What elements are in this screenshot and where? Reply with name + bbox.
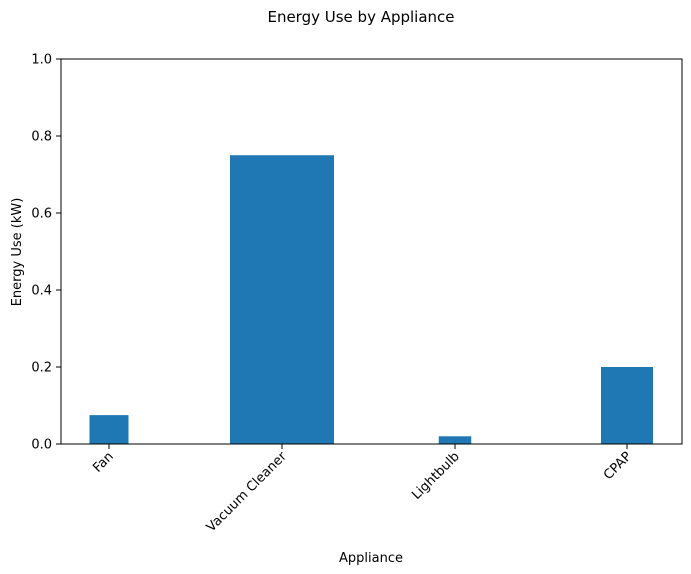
x-tick-label: CPAP: [601, 449, 635, 483]
y-tick-label: 0.4: [31, 284, 52, 299]
y-tick-label: 0.2: [31, 361, 52, 376]
y-tick-label: 1.0: [31, 53, 52, 68]
x-tick-label: Lightbulb: [409, 449, 463, 503]
bar-fan: [89, 415, 129, 444]
x-tick-label: Vacuum Cleaner: [204, 449, 290, 535]
chart-title: Energy Use by Appliance: [267, 8, 454, 26]
y-tick-label: 0.8: [31, 130, 52, 145]
y-axis: 0.0 0.2 0.4 0.6 0.8 1.0: [31, 53, 61, 453]
x-axis-label: Appliance: [339, 551, 403, 566]
bar-vacuum-cleaner: [230, 155, 334, 444]
plot-frame: [60, 58, 683, 445]
x-tick-label: Fan: [90, 449, 117, 476]
bar-cpap: [601, 367, 653, 444]
y-tick-label: 0.6: [31, 207, 52, 222]
x-axis: Fan Vacuum Cleaner Lightbulb CPAP: [90, 444, 635, 535]
y-tick-label: 0.0: [31, 438, 52, 453]
bar-lightbulb: [438, 436, 472, 444]
y-axis-label: Energy Use (kW): [10, 198, 25, 307]
plot-area: [89, 155, 653, 444]
